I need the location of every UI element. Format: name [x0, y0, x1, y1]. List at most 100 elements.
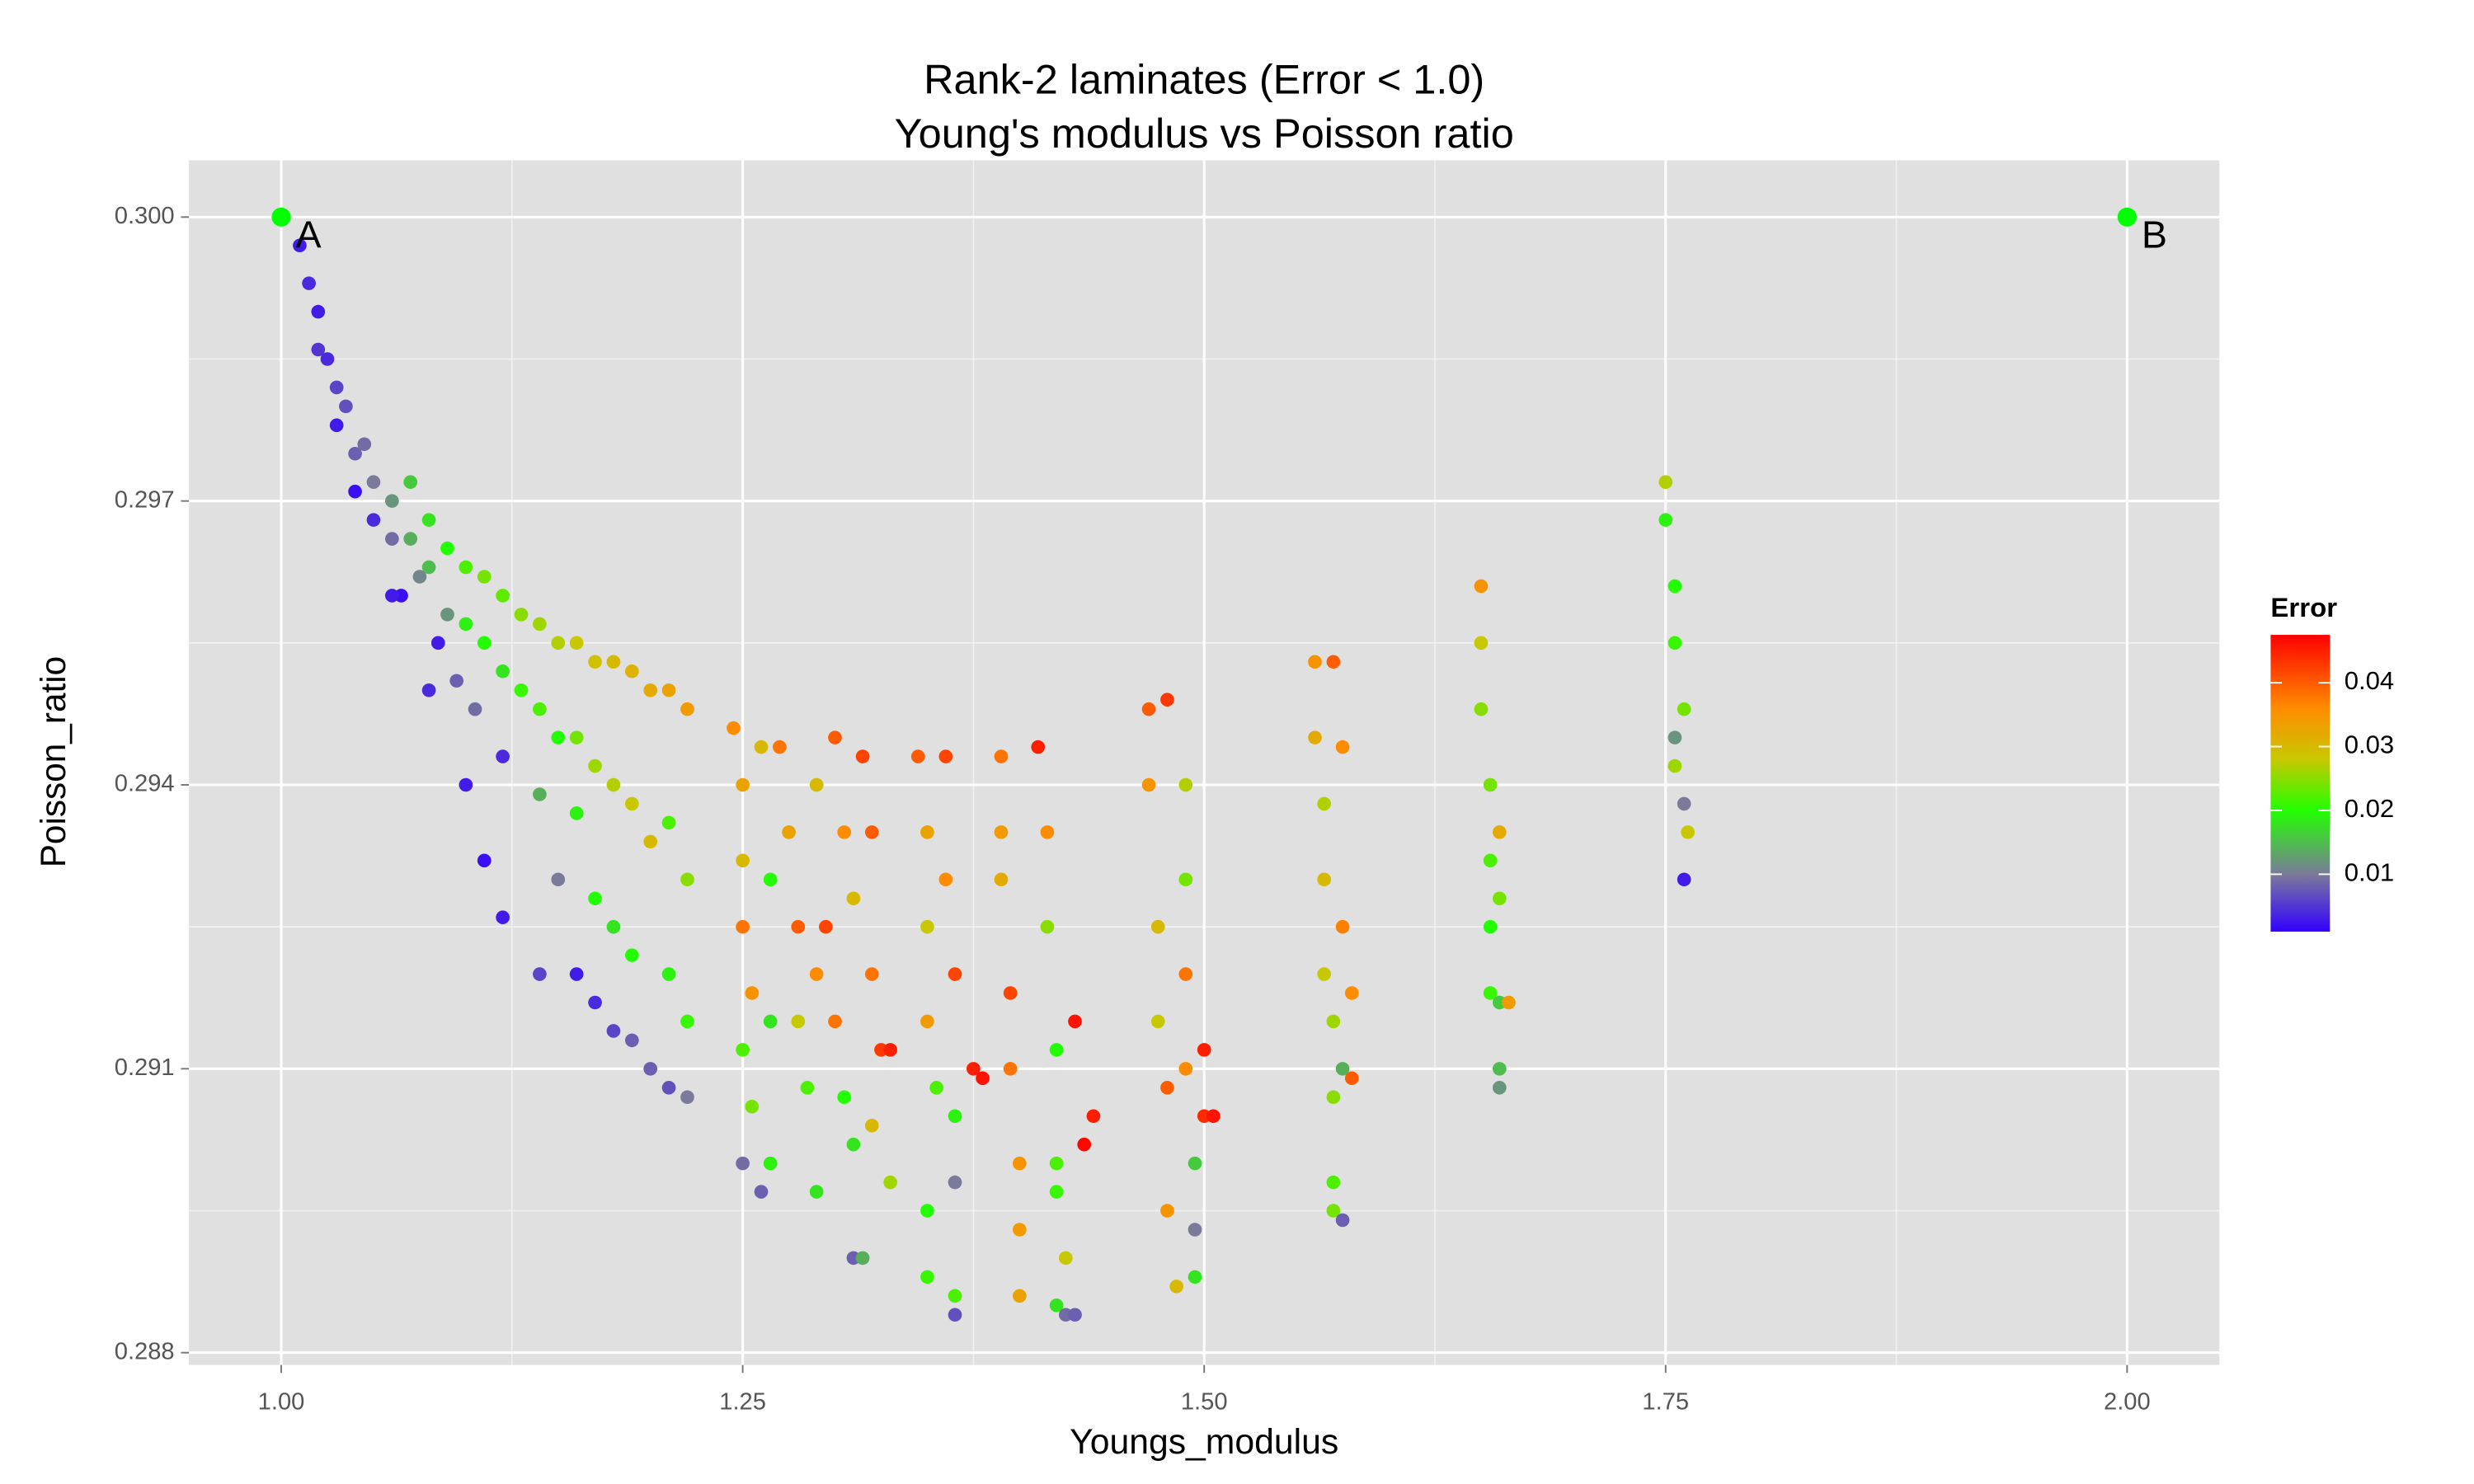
data-point — [1326, 1204, 1341, 1218]
data-point — [384, 589, 399, 603]
data-point — [1667, 758, 1682, 773]
chart-title: Rank-2 laminates (Error < 1.0) — [924, 57, 1484, 103]
data-point — [624, 948, 639, 962]
data-point — [920, 825, 934, 839]
data-point — [1658, 475, 1673, 489]
data-point — [320, 352, 335, 366]
data-point — [809, 1185, 824, 1199]
y-tick-label: 0.294 — [115, 771, 175, 797]
data-point — [1077, 1137, 1092, 1152]
data-point — [403, 475, 418, 489]
data-point — [514, 608, 529, 622]
data-point — [477, 570, 492, 584]
data-point — [311, 342, 326, 357]
data-point — [403, 532, 418, 546]
data-point — [366, 513, 381, 527]
data-point — [994, 872, 1009, 887]
data-point — [727, 721, 741, 735]
data-point — [1483, 986, 1498, 1000]
data-point — [1049, 1156, 1064, 1171]
data-point — [745, 986, 760, 1000]
data-point — [1474, 579, 1489, 594]
data-point — [994, 825, 1009, 839]
data-point — [329, 418, 344, 433]
data-point — [1344, 986, 1359, 1000]
data-point — [948, 1109, 962, 1124]
data-point — [551, 730, 566, 744]
data-point — [348, 484, 362, 499]
data-point — [864, 825, 879, 839]
data-point — [421, 683, 436, 697]
data-point — [1326, 655, 1341, 669]
data-point — [1317, 967, 1332, 981]
data-point — [551, 636, 566, 650]
data-point — [1049, 1043, 1064, 1057]
data-point — [754, 1185, 769, 1199]
data-point — [855, 749, 870, 763]
data-point — [773, 740, 787, 754]
x-tick-label: 1.75 — [1642, 1389, 1689, 1416]
data-point — [763, 1156, 778, 1171]
data-point — [1169, 1280, 1183, 1294]
data-point — [588, 758, 602, 773]
data-point — [948, 1175, 962, 1190]
data-point — [329, 380, 344, 395]
data-point — [745, 1099, 760, 1114]
data-point — [1308, 655, 1322, 669]
data-point — [1040, 825, 1055, 839]
data-point — [1086, 1109, 1101, 1124]
data-point — [661, 967, 676, 981]
annotation-label: B — [2142, 214, 2167, 256]
data-point — [384, 494, 399, 508]
data-point — [948, 1308, 962, 1322]
data-point — [967, 1062, 981, 1076]
data-point — [421, 513, 436, 527]
data-point — [496, 664, 510, 679]
data-point — [1344, 1071, 1359, 1086]
data-point — [624, 664, 639, 679]
data-point — [1178, 777, 1193, 792]
data-point — [1677, 796, 1691, 811]
x-tick-label: 1.50 — [1181, 1389, 1228, 1416]
data-point — [1003, 986, 1018, 1000]
data-point — [1317, 872, 1332, 887]
data-point — [680, 1090, 694, 1105]
data-point — [1013, 1289, 1027, 1303]
data-point — [680, 1014, 694, 1029]
data-point — [293, 238, 307, 253]
data-point — [828, 1014, 842, 1029]
data-point — [818, 919, 833, 934]
annotation-point — [271, 207, 291, 227]
data-point — [348, 446, 362, 461]
legend-title: Error — [2270, 592, 2337, 622]
data-point — [588, 995, 602, 1010]
data-point — [440, 541, 454, 556]
data-point — [1188, 1270, 1202, 1284]
data-point — [468, 702, 482, 716]
data-point — [855, 1251, 870, 1266]
data-point — [976, 1071, 990, 1086]
data-point — [533, 702, 547, 716]
data-point — [384, 532, 399, 546]
data-point — [1068, 1308, 1082, 1322]
data-point — [1492, 825, 1507, 839]
data-point — [1141, 777, 1156, 792]
data-point — [430, 636, 445, 650]
data-point — [1326, 1090, 1341, 1105]
data-point — [864, 1118, 879, 1133]
x-tick-label: 1.25 — [719, 1389, 766, 1416]
data-point — [736, 1156, 750, 1171]
data-point — [477, 853, 492, 868]
data-point — [763, 1014, 778, 1029]
data-point — [938, 749, 953, 763]
y-tick-label: 0.291 — [115, 1054, 175, 1081]
x-tick-label: 1.00 — [258, 1389, 305, 1416]
data-point — [606, 1024, 621, 1038]
data-point — [920, 1014, 934, 1029]
data-point — [1335, 1213, 1350, 1228]
data-point — [1049, 1185, 1064, 1199]
data-point — [661, 815, 676, 830]
data-point — [643, 1062, 658, 1076]
data-point — [569, 730, 584, 744]
data-point — [1068, 1014, 1082, 1029]
